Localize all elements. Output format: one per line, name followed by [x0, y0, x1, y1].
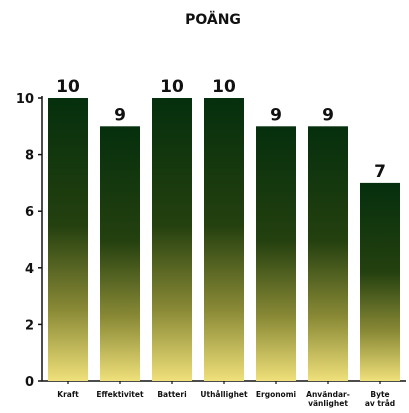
x-axis-labels-group: Kraft Effektivitet Batteri Uthållighet Ergon… [57, 381, 395, 408]
bar-value-label: 7 [374, 162, 386, 182]
x-tick-label: Effektivitet [96, 390, 144, 399]
chart-title: POÄNG [185, 11, 241, 28]
bar-value-label: 10 [56, 77, 80, 97]
x-tick-label: av tråd [365, 399, 395, 408]
bar [360, 182, 400, 381]
bar-value-label: 9 [114, 105, 126, 125]
bar [204, 98, 244, 381]
y-tick-label: 2 [25, 318, 34, 333]
y-tick-label: 6 [25, 205, 34, 220]
bar [48, 98, 88, 381]
x-tick-label: Ergonomi [256, 390, 296, 399]
y-tick-label: 0 [25, 375, 34, 390]
bar-value-label: 9 [270, 105, 282, 125]
bar-value-label: 10 [212, 77, 236, 97]
y-tick-label: 4 [25, 262, 34, 277]
bar [256, 126, 296, 381]
x-tick-label: Användar- [306, 390, 350, 399]
bar [152, 98, 192, 381]
bar [308, 126, 348, 381]
y-tick-label: 10 [16, 92, 34, 107]
bar-value-label: 9 [322, 105, 334, 125]
x-tick-label: Kraft [57, 390, 79, 399]
x-tick-label: Byte [370, 390, 389, 399]
x-tick-label: vänlighet [308, 399, 348, 408]
x-tick-label: Uthållighet [200, 390, 248, 399]
y-tick-label: 8 [25, 149, 34, 164]
bars-group [48, 98, 400, 381]
x-tick-label: Batteri [157, 390, 186, 399]
bar [100, 126, 140, 381]
value-labels-group: 10 9 10 10 9 9 7 [56, 77, 386, 182]
bar-value-label: 10 [160, 77, 184, 97]
